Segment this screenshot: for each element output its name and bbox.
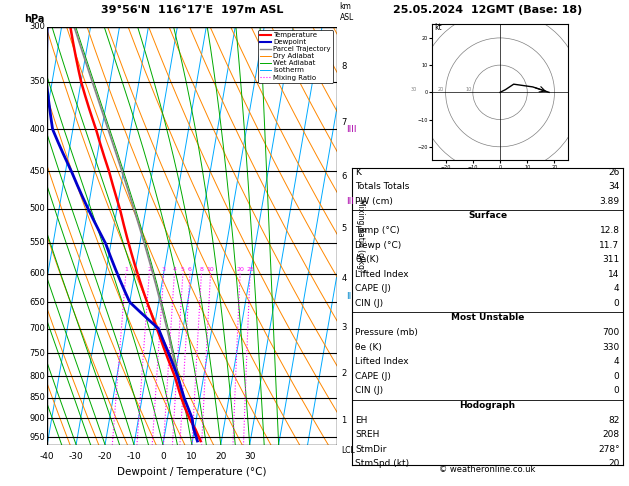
Text: 3: 3	[342, 323, 347, 332]
Text: 6: 6	[188, 266, 192, 272]
Text: 0: 0	[614, 386, 620, 396]
Text: Lifted Index: Lifted Index	[355, 357, 409, 366]
Text: 278°: 278°	[598, 445, 620, 454]
Text: 2: 2	[342, 369, 347, 378]
Text: 10: 10	[186, 452, 198, 461]
Text: CAPE (J): CAPE (J)	[355, 284, 391, 294]
Text: 14: 14	[608, 270, 620, 279]
Text: 6: 6	[342, 172, 347, 181]
Text: 400: 400	[30, 125, 45, 134]
Text: θe (K): θe (K)	[355, 343, 382, 352]
Text: Dewpoint / Temperature (°C): Dewpoint / Temperature (°C)	[117, 467, 267, 477]
Legend: Temperature, Dewpoint, Parcel Trajectory, Dry Adiabat, Wet Adiabat, Isotherm, Mi: Temperature, Dewpoint, Parcel Trajectory…	[258, 30, 333, 83]
Text: kt: kt	[435, 23, 442, 32]
Text: 750: 750	[30, 348, 45, 358]
Text: StmSpd (kt): StmSpd (kt)	[355, 459, 409, 469]
Text: Lifted Index: Lifted Index	[355, 270, 409, 279]
Text: 800: 800	[30, 372, 45, 381]
Text: 0: 0	[614, 299, 620, 308]
Text: 850: 850	[30, 393, 45, 402]
Text: 0: 0	[614, 372, 620, 381]
Text: 5: 5	[181, 266, 185, 272]
Text: 300: 300	[30, 22, 45, 31]
Text: 11.7: 11.7	[599, 241, 620, 250]
Text: © weatheronline.co.uk: © weatheronline.co.uk	[439, 465, 536, 474]
Text: 10: 10	[207, 266, 214, 272]
Text: 900: 900	[30, 414, 45, 422]
Text: -20: -20	[97, 452, 113, 461]
Text: hPa: hPa	[24, 14, 44, 24]
Text: lll: lll	[346, 197, 354, 206]
Text: StmDir: StmDir	[355, 445, 387, 454]
Text: 350: 350	[30, 77, 45, 86]
Text: CIN (J): CIN (J)	[355, 299, 384, 308]
Text: 34: 34	[608, 182, 620, 191]
Text: EH: EH	[355, 416, 368, 425]
Text: 4: 4	[614, 357, 620, 366]
Text: -40: -40	[40, 452, 55, 461]
Text: 950: 950	[30, 433, 45, 442]
Text: Pressure (mb): Pressure (mb)	[355, 328, 418, 337]
Text: 1: 1	[124, 266, 128, 272]
Text: 7: 7	[342, 119, 347, 127]
Text: 500: 500	[30, 204, 45, 213]
Text: Dewp (°C): Dewp (°C)	[355, 241, 402, 250]
Text: 700: 700	[30, 324, 45, 333]
Text: 2: 2	[147, 266, 151, 272]
Text: 0: 0	[160, 452, 166, 461]
Text: 450: 450	[30, 167, 45, 175]
Text: 20: 20	[215, 452, 226, 461]
Text: 8: 8	[342, 62, 347, 70]
Text: 3: 3	[162, 266, 166, 272]
Text: 1: 1	[342, 417, 347, 425]
Text: CIN (J): CIN (J)	[355, 386, 384, 396]
Text: 330: 330	[603, 343, 620, 352]
Text: 20: 20	[438, 87, 444, 92]
Text: 26: 26	[608, 168, 620, 177]
Text: 208: 208	[603, 430, 620, 439]
Text: 4: 4	[342, 275, 347, 283]
Text: 550: 550	[30, 238, 45, 247]
Text: 39°56'N  116°17'E  197m ASL: 39°56'N 116°17'E 197m ASL	[101, 4, 283, 15]
Text: -30: -30	[69, 452, 84, 461]
Text: PW (cm): PW (cm)	[355, 197, 393, 206]
Text: Mixing Ratio (g/kg): Mixing Ratio (g/kg)	[356, 199, 365, 272]
Text: IIII: IIII	[346, 125, 357, 134]
Text: 5: 5	[342, 224, 347, 233]
Text: 10: 10	[465, 87, 472, 92]
Text: Temp (°C): Temp (°C)	[355, 226, 400, 235]
Text: Surface: Surface	[468, 211, 507, 221]
Text: 3.89: 3.89	[599, 197, 620, 206]
Text: 20: 20	[608, 459, 620, 469]
Text: θe(K): θe(K)	[355, 255, 379, 264]
Text: 30: 30	[411, 87, 417, 92]
Text: km
ASL: km ASL	[340, 2, 354, 22]
Text: K: K	[355, 168, 361, 177]
Text: 4: 4	[172, 266, 176, 272]
Text: SREH: SREH	[355, 430, 380, 439]
Text: 4: 4	[614, 284, 620, 294]
Text: Most Unstable: Most Unstable	[451, 313, 524, 323]
Text: II: II	[346, 292, 351, 301]
Text: 30: 30	[244, 452, 255, 461]
Text: Hodograph: Hodograph	[459, 401, 516, 410]
Text: 650: 650	[30, 297, 45, 307]
Text: LCL: LCL	[342, 446, 355, 455]
Text: Totals Totals: Totals Totals	[355, 182, 409, 191]
Text: 311: 311	[603, 255, 620, 264]
Text: 12.8: 12.8	[599, 226, 620, 235]
Text: 25: 25	[246, 266, 254, 272]
Text: -10: -10	[126, 452, 142, 461]
Text: 20: 20	[236, 266, 244, 272]
Text: 25.05.2024  12GMT (Base: 18): 25.05.2024 12GMT (Base: 18)	[393, 5, 582, 15]
Text: 8: 8	[199, 266, 203, 272]
Text: 600: 600	[30, 269, 45, 278]
Text: 700: 700	[603, 328, 620, 337]
Text: CAPE (J): CAPE (J)	[355, 372, 391, 381]
Text: 82: 82	[608, 416, 620, 425]
